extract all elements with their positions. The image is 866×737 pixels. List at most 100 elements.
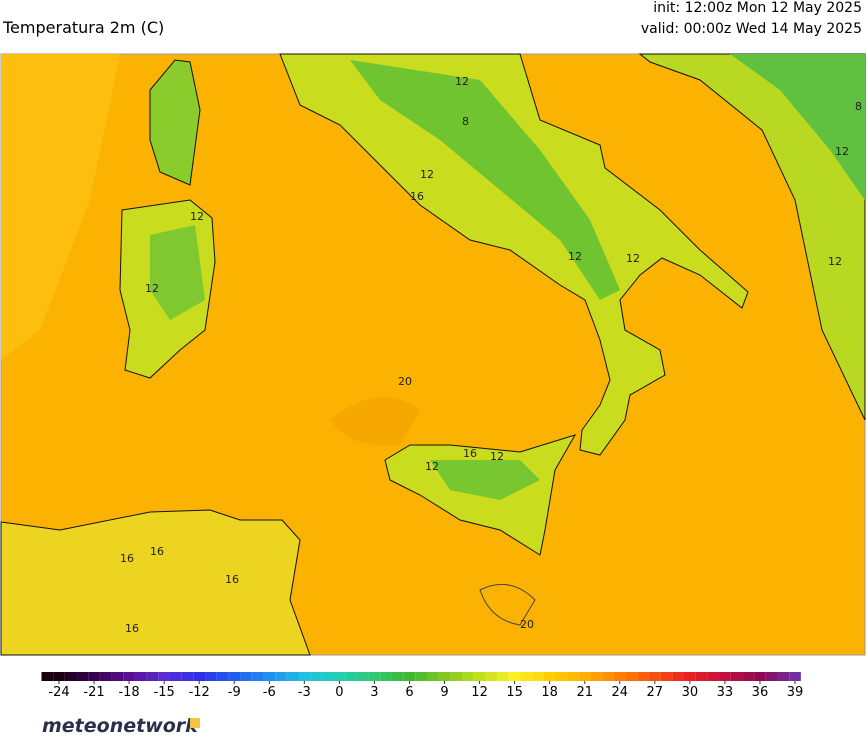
colorbar-label: 39 (787, 685, 804, 700)
apennines (350, 60, 620, 300)
colorbar-box (240, 672, 252, 681)
italy (279, 53, 749, 456)
balkan-hills (730, 54, 865, 200)
contour-label: 8 (462, 115, 469, 128)
colorbar-label: 0 (335, 685, 343, 700)
colorbar: -24 -21 -18 -15 -12 -9 -6 -3 0 3 6 9 12 15 18 21 24 27 30 3… (41, 672, 803, 700)
colorbar-box (53, 672, 65, 681)
sea-shade (330, 397, 420, 446)
contour-label: 12 (568, 250, 582, 263)
colorbar-box (380, 672, 392, 681)
colorbar-box (123, 672, 135, 681)
colorbar-box (158, 672, 170, 681)
colorbar-box (777, 672, 790, 681)
colorbar-box (321, 672, 334, 681)
colorbar-box (684, 672, 696, 681)
colorbar-label: 27 (647, 685, 664, 700)
contour-label: 12 (145, 282, 159, 295)
corsica (149, 59, 201, 186)
contour-label: 12 (420, 168, 434, 181)
colorbar-box (298, 672, 311, 681)
colorbar-box (368, 672, 381, 681)
colorbar-label: -18 (118, 685, 139, 700)
colorbar-box (672, 672, 685, 681)
colorbar-box (473, 672, 486, 681)
contour-label: 16 (125, 622, 139, 635)
colorbar-label: 24 (611, 685, 628, 700)
contour-label: 8 (855, 100, 862, 113)
contour-label: 12 (835, 145, 849, 158)
colorbar-box (111, 672, 124, 681)
sea-shade (1, 54, 120, 360)
colorbar-box (497, 672, 509, 681)
contour (479, 583, 536, 626)
colorbar-box (391, 672, 404, 681)
tunisia (0, 509, 311, 656)
colorbar-label: -9 (228, 685, 241, 700)
colorbar-box (228, 672, 241, 681)
colorbar-box (275, 672, 287, 681)
colorbar-box (146, 672, 159, 681)
colorbar-box (543, 672, 556, 681)
colorbar-box (286, 672, 299, 681)
colorbar-box (64, 672, 77, 681)
contour-label: 16 (463, 447, 477, 460)
contour-label: 12 (190, 210, 204, 223)
colorbar-box (450, 672, 463, 681)
colorbar-label: 6 (405, 685, 413, 700)
colorbar-box (613, 672, 626, 681)
colorbar-box (765, 672, 778, 681)
colorbar-box (251, 672, 264, 681)
colorbar-box (625, 672, 638, 681)
colorbar-box (205, 672, 217, 681)
sardinia-hills (150, 225, 205, 320)
brand-mark (190, 718, 200, 728)
colorbar-box (520, 672, 533, 681)
contour-label: 12 (828, 255, 842, 268)
colorbar-box (555, 672, 568, 681)
colorbar-label: 21 (576, 685, 593, 700)
colorbar-label: 33 (717, 685, 734, 700)
colorbar-label: -21 (83, 685, 104, 700)
colorbar-label: -15 (154, 685, 175, 700)
colorbar-box (88, 672, 100, 681)
colorbar-box (789, 672, 801, 681)
colorbar-label: 9 (440, 685, 448, 700)
colorbar-label: 18 (541, 685, 558, 700)
colorbar-label: 36 (752, 685, 769, 700)
colorbar-box (707, 672, 720, 681)
contour-label: 12 (490, 450, 504, 463)
colorbar-box (427, 672, 439, 681)
colorbar-box (637, 672, 649, 681)
contour-label: 16 (225, 573, 239, 586)
colorbar-box (462, 672, 474, 681)
colorbar-box (719, 672, 731, 681)
colorbar-label: -6 (263, 685, 276, 700)
colorbar-label: -12 (189, 685, 210, 700)
colorbar-box (216, 672, 229, 681)
colorbar-box (660, 672, 673, 681)
colorbar-box (99, 672, 112, 681)
contour-label: 20 (520, 618, 534, 631)
colorbar-box (76, 672, 89, 681)
colorbar-box (590, 672, 603, 681)
colorbar-box (508, 672, 521, 681)
colorbar-box (695, 672, 708, 681)
valid-time: valid: 00:00z Wed 14 May 2025 (641, 21, 862, 37)
colorbar-box (742, 672, 755, 681)
brand: meteonetwork (42, 715, 199, 733)
colorbar-box (193, 672, 206, 681)
colorbar-box (754, 672, 766, 681)
colorbar-box (438, 672, 451, 681)
colorbar-box (310, 672, 322, 681)
map: 12 8 12 12 12 16 12 12 20 12 16 12 16 16… (0, 53, 866, 656)
colorbar-label: 15 (506, 685, 523, 700)
colorbar-box (41, 672, 54, 681)
title: Temperatura 2m (C) (2, 18, 164, 37)
colorbar-box (485, 672, 498, 681)
contour-label: 12 (455, 75, 469, 88)
contour-label: 12 (425, 460, 439, 473)
colorbar-label: 12 (471, 685, 488, 700)
colorbar-box (345, 672, 357, 681)
